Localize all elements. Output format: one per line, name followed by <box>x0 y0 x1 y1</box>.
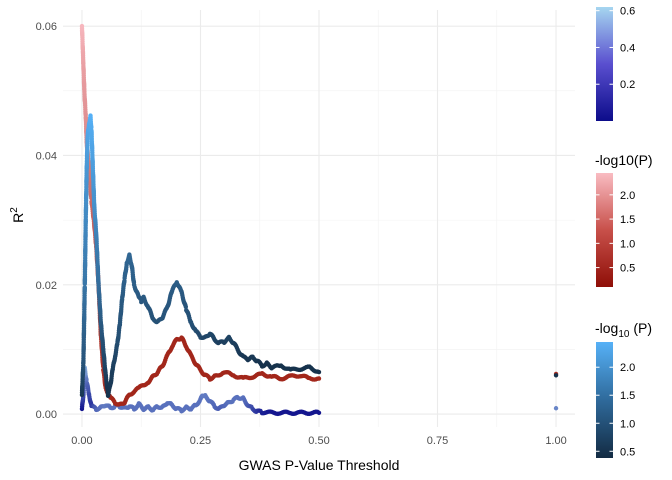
data-point <box>183 304 189 309</box>
legend-tick-label: 1.0 <box>620 418 635 430</box>
legend-tick-label: 0.6 <box>620 6 635 18</box>
x-axis-title: GWAS P-Value Threshold <box>239 457 400 473</box>
y-tick-label: 0.06 <box>36 21 57 33</box>
x-tick-label: 1.00 <box>545 435 566 447</box>
legend-tick-label: 1.5 <box>620 214 635 226</box>
legend-tick-label: 0.4 <box>620 42 635 54</box>
x-tick-label: 0.00 <box>71 435 92 447</box>
data-point <box>316 376 322 381</box>
legend-colorbar <box>596 173 613 287</box>
x-tick-label: 0.50 <box>308 435 329 447</box>
legend-title: -log10 (P) <box>595 320 652 340</box>
data-point <box>82 285 87 290</box>
legend-tick-label: 1.5 <box>620 390 635 402</box>
x-tick-label: 0.25 <box>190 435 211 447</box>
y-tick-label: 0.02 <box>36 280 57 292</box>
data-point <box>316 410 322 415</box>
data-point <box>316 369 322 375</box>
y-tick-label: 0.00 <box>36 409 57 421</box>
y-tick-label: 0.04 <box>36 150 57 162</box>
legend-tick-label: 2.0 <box>620 190 635 202</box>
color-legends: 0.2 0.4 0.6 -log10(P) 0.5 1.0 1.5 2.0 -log10 (P)… <box>595 6 653 459</box>
legend-tick-label: 0.5 <box>620 446 635 458</box>
y-axis-ticks: 0.00 0.02 0.04 0.06 <box>36 21 57 421</box>
x-axis-ticks: 0.00 0.25 0.50 0.75 1.00 <box>71 435 566 447</box>
legend-title: -log10(P) <box>595 152 653 168</box>
legend-tick-label: 0.2 <box>620 79 635 91</box>
data-point <box>553 406 559 411</box>
data-points <box>79 23 559 417</box>
x-tick-label: 0.75 <box>427 435 448 447</box>
legend-colorbar <box>596 342 613 458</box>
legend-tick-label: 2.0 <box>620 362 635 374</box>
legend-tick-label: 1.0 <box>620 238 635 250</box>
legend-tick-label: 0.5 <box>620 263 635 275</box>
legend-colorbar <box>596 7 613 121</box>
data-point <box>553 373 559 378</box>
